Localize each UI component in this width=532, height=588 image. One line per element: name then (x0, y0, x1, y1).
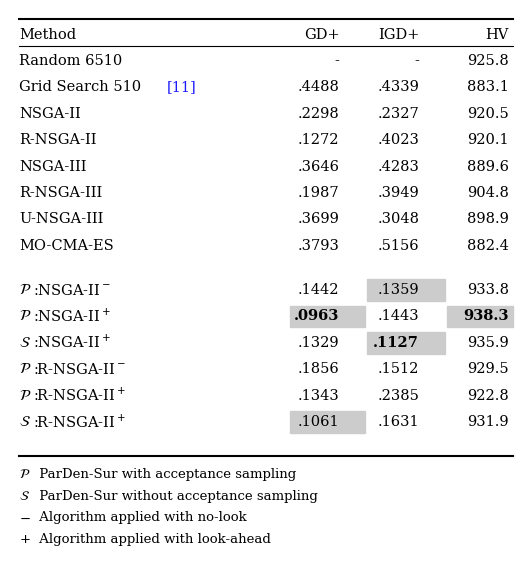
Text: 931.9: 931.9 (467, 415, 509, 429)
Text: Random 6510: Random 6510 (19, 54, 122, 68)
Text: .2327: .2327 (377, 107, 419, 121)
Text: .3949: .3949 (377, 186, 419, 200)
Text: Grid Search 510: Grid Search 510 (19, 81, 146, 95)
Text: .5156: .5156 (378, 239, 419, 253)
Text: $\mathcal{S}$: $\mathcal{S}$ (19, 415, 31, 429)
Text: 922.8: 922.8 (467, 389, 509, 403)
Text: ParDen-Sur with acceptance sampling: ParDen-Sur with acceptance sampling (35, 467, 296, 480)
Text: :NSGA-II$^+$: :NSGA-II$^+$ (33, 308, 111, 325)
Text: .2298: .2298 (298, 107, 339, 121)
Text: $\mathcal{P}$: $\mathcal{P}$ (19, 283, 32, 297)
Text: .1272: .1272 (298, 133, 339, 147)
Text: $\mathcal{P}$: $\mathcal{P}$ (19, 362, 32, 376)
Text: $\mathcal{S}$: $\mathcal{S}$ (19, 336, 31, 350)
Text: .4283: .4283 (377, 159, 419, 173)
Text: [11]: [11] (167, 81, 196, 95)
Text: GD+: GD+ (304, 28, 339, 42)
Text: .1442: .1442 (298, 283, 339, 297)
Text: NSGA-II: NSGA-II (19, 107, 81, 121)
Text: :R-NSGA-II$^+$: :R-NSGA-II$^+$ (33, 413, 126, 430)
Text: R-NSGA-III: R-NSGA-III (19, 186, 103, 200)
Text: .1061: .1061 (298, 415, 339, 429)
Text: :R-NSGA-II$^+$: :R-NSGA-II$^+$ (33, 387, 126, 404)
Text: .1512: .1512 (378, 362, 419, 376)
Text: 938.3: 938.3 (463, 309, 509, 323)
Text: 898.9: 898.9 (467, 212, 509, 226)
Text: .1359: .1359 (378, 283, 419, 297)
Text: 882.4: 882.4 (467, 239, 509, 253)
Bar (290, 411, 365, 433)
Text: .3646: .3646 (297, 159, 339, 173)
Text: .1631: .1631 (378, 415, 419, 429)
Text: :NSGA-II$^+$: :NSGA-II$^+$ (33, 334, 111, 352)
Bar (368, 279, 445, 301)
Text: .1329: .1329 (298, 336, 339, 350)
Text: R-NSGA-II: R-NSGA-II (19, 133, 97, 147)
Text: MO-CMA-ES: MO-CMA-ES (19, 239, 114, 253)
Text: Algorithm applied with look-ahead: Algorithm applied with look-ahead (35, 533, 271, 546)
Text: .1443: .1443 (378, 309, 419, 323)
Text: .1856: .1856 (298, 362, 339, 376)
Text: .3048: .3048 (377, 212, 419, 226)
Text: HV: HV (485, 28, 509, 42)
Text: 889.6: 889.6 (467, 159, 509, 173)
Text: .3699: .3699 (298, 212, 339, 226)
Text: $\mathcal{P}$: $\mathcal{P}$ (19, 309, 32, 323)
Text: Algorithm applied with no-look: Algorithm applied with no-look (35, 512, 247, 524)
Bar (290, 306, 365, 327)
Text: 904.8: 904.8 (467, 186, 509, 200)
Text: -: - (335, 54, 339, 68)
Text: .2385: .2385 (377, 389, 419, 403)
Text: 920.1: 920.1 (467, 133, 509, 147)
Text: 933.8: 933.8 (467, 283, 509, 297)
Text: IGD+: IGD+ (378, 28, 419, 42)
Text: .4339: .4339 (377, 81, 419, 95)
Text: .1987: .1987 (298, 186, 339, 200)
Text: 920.5: 920.5 (467, 107, 509, 121)
Text: -: - (414, 54, 419, 68)
Text: 935.9: 935.9 (467, 336, 509, 350)
Text: .4488: .4488 (298, 81, 339, 95)
Text: $\mathcal{P}$: $\mathcal{P}$ (19, 389, 32, 403)
Text: :NSGA-II$^-$: :NSGA-II$^-$ (33, 282, 111, 298)
Text: .0963: .0963 (294, 309, 339, 323)
Text: ParDen-Sur without acceptance sampling: ParDen-Sur without acceptance sampling (35, 490, 318, 503)
Text: .1343: .1343 (298, 389, 339, 403)
Text: :R-NSGA-II$^-$: :R-NSGA-II$^-$ (33, 362, 126, 377)
Text: .1127: .1127 (373, 336, 419, 350)
Text: NSGA-III: NSGA-III (19, 159, 87, 173)
Text: Method: Method (19, 28, 77, 42)
Text: .3793: .3793 (298, 239, 339, 253)
Bar (447, 306, 513, 327)
Text: U-NSGA-III: U-NSGA-III (19, 212, 104, 226)
Text: 929.5: 929.5 (467, 362, 509, 376)
Text: $+$: $+$ (19, 533, 31, 546)
Text: $\mathcal{P}$: $\mathcal{P}$ (19, 467, 31, 480)
Text: 925.8: 925.8 (467, 54, 509, 68)
Text: 883.1: 883.1 (467, 81, 509, 95)
Text: $-$: $-$ (19, 512, 31, 524)
Text: $\mathcal{S}$: $\mathcal{S}$ (19, 490, 30, 503)
Bar (368, 332, 445, 353)
Text: .4023: .4023 (377, 133, 419, 147)
